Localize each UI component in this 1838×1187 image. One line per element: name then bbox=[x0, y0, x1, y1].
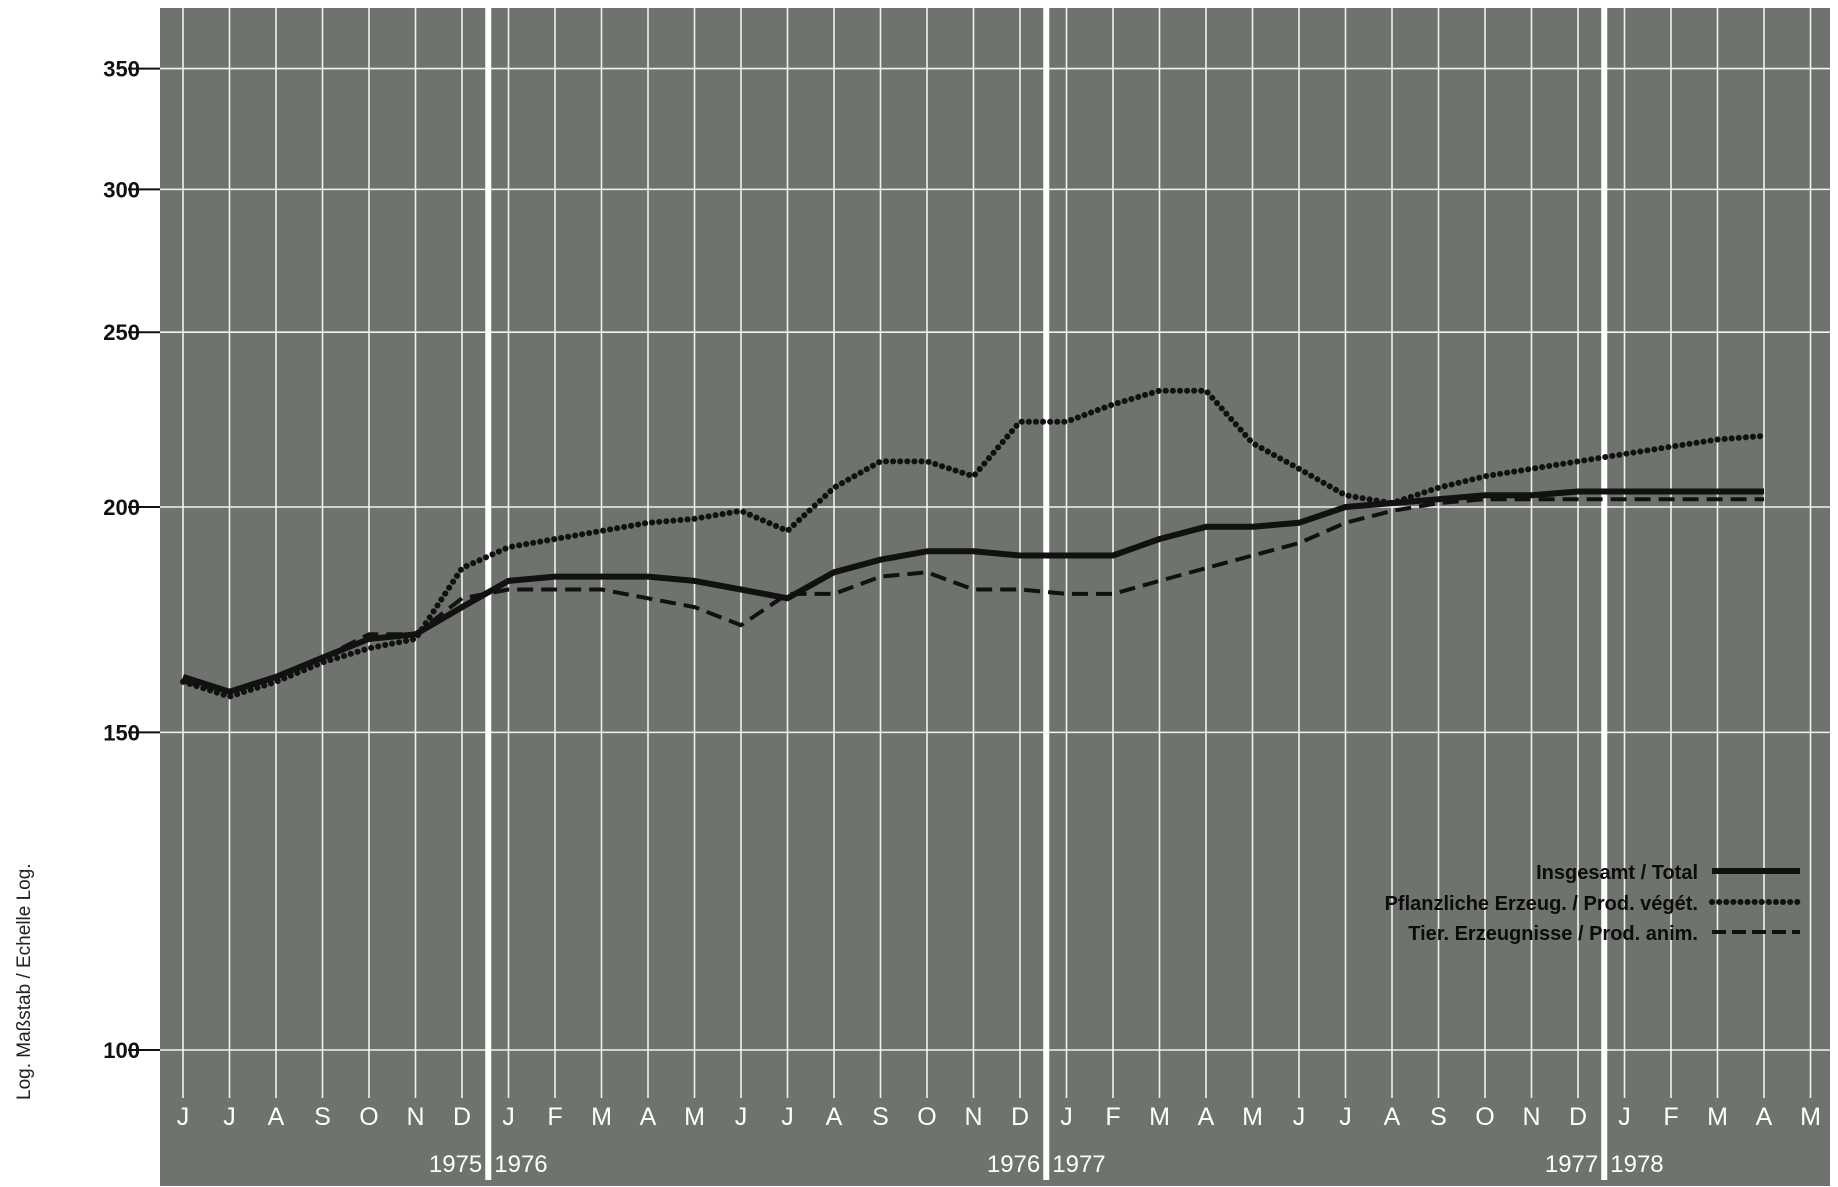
month-label: M bbox=[1242, 1103, 1263, 1131]
y-tick-label: 200 bbox=[103, 495, 140, 520]
year-label: 1977 bbox=[1052, 1151, 1105, 1178]
month-label: O bbox=[359, 1103, 378, 1131]
month-label: M bbox=[684, 1103, 705, 1131]
y-tick-label: 150 bbox=[103, 720, 140, 745]
month-label: J bbox=[781, 1103, 794, 1131]
legend-label: Insgesamt / Total bbox=[1536, 862, 1698, 884]
y-axis: 100 150 200 250 300 350 bbox=[103, 57, 160, 1063]
month-label: A bbox=[826, 1103, 843, 1131]
month-label: J bbox=[502, 1103, 515, 1131]
month-label: J bbox=[223, 1103, 236, 1131]
y-tick-label: 100 bbox=[103, 1038, 140, 1063]
month-label: D bbox=[1011, 1103, 1029, 1131]
month-label: A bbox=[640, 1103, 657, 1131]
plot-background bbox=[160, 8, 1830, 1186]
legend-label: Tier. Erzeugnisse / Prod. anim. bbox=[1408, 923, 1698, 945]
series-line-solid bbox=[182, 488, 1764, 695]
year-label: 1977 bbox=[1545, 1151, 1598, 1178]
month-label: D bbox=[1569, 1103, 1587, 1131]
month-label: M bbox=[1149, 1103, 1170, 1131]
y-axis-label: Log. Maßstab / Echelle Log. bbox=[14, 863, 35, 1100]
month-label: O bbox=[1475, 1103, 1494, 1131]
month-label: S bbox=[314, 1103, 331, 1131]
month-label: S bbox=[1430, 1103, 1447, 1131]
year-label: 1976 bbox=[494, 1151, 547, 1178]
month-label: N bbox=[1522, 1103, 1540, 1131]
y-tick-label: 350 bbox=[103, 57, 140, 82]
month-label: J bbox=[735, 1103, 748, 1131]
month-label: M bbox=[1707, 1103, 1728, 1131]
month-label: D bbox=[453, 1103, 471, 1131]
month-label: J bbox=[1060, 1103, 1073, 1131]
month-label: M bbox=[1800, 1103, 1821, 1131]
legend-label: Pflanzliche Erzeug. / Prod. végét. bbox=[1385, 893, 1698, 915]
month-label: S bbox=[872, 1103, 889, 1131]
month-label: A bbox=[268, 1103, 285, 1131]
month-label: A bbox=[1756, 1103, 1773, 1131]
x-axis-year-labels: 1975 1976 1976 1977 1977 1978 bbox=[429, 1151, 1664, 1178]
month-label: J bbox=[1339, 1103, 1352, 1131]
month-label: J bbox=[1618, 1103, 1631, 1131]
month-label: F bbox=[547, 1103, 562, 1131]
month-label: A bbox=[1198, 1103, 1215, 1131]
year-label: 1978 bbox=[1610, 1151, 1663, 1178]
month-label: F bbox=[1105, 1103, 1120, 1131]
year-label: 1976 bbox=[987, 1151, 1040, 1178]
year-label: 1975 bbox=[429, 1151, 482, 1178]
month-label: N bbox=[964, 1103, 982, 1131]
y-tick-label: 250 bbox=[103, 320, 140, 345]
y-tick-label: 300 bbox=[103, 177, 140, 202]
month-label: O bbox=[917, 1103, 936, 1131]
series-line-dashed bbox=[182, 497, 1764, 694]
legend: Insgesamt / Total Pflanzliche Erzeug. / P… bbox=[1385, 862, 1803, 945]
month-label: F bbox=[1663, 1103, 1678, 1131]
series-lines bbox=[180, 387, 1767, 700]
month-label: M bbox=[591, 1103, 612, 1131]
month-label: J bbox=[177, 1103, 190, 1131]
month-label: N bbox=[406, 1103, 424, 1131]
month-label: A bbox=[1384, 1103, 1401, 1131]
month-label: J bbox=[1293, 1103, 1306, 1131]
series-line-dotted bbox=[180, 387, 1767, 700]
grid bbox=[160, 8, 1830, 1180]
